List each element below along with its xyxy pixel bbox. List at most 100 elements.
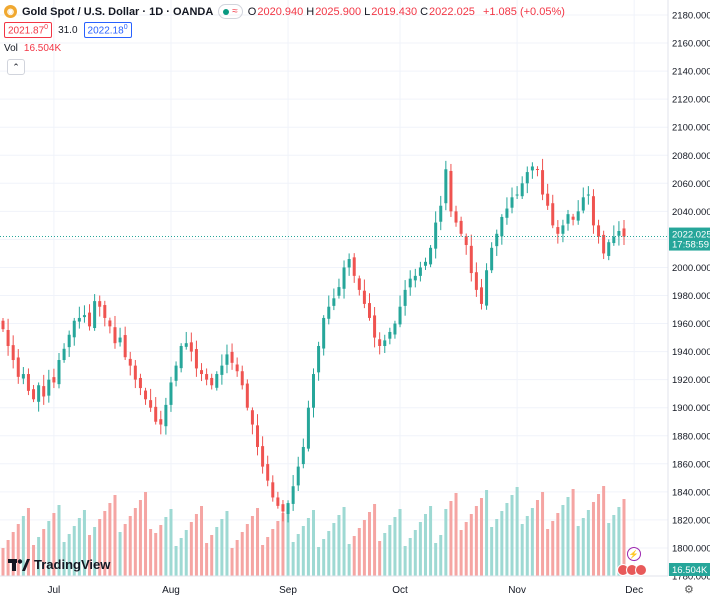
candle-body bbox=[16, 357, 20, 377]
candle-body bbox=[418, 267, 422, 276]
candle-body bbox=[77, 317, 81, 322]
volume-bar bbox=[210, 535, 214, 576]
volume-bar bbox=[439, 535, 443, 576]
volume-bar bbox=[520, 524, 524, 576]
volume-bar bbox=[174, 546, 178, 576]
volume-bar bbox=[454, 493, 458, 576]
ohlc-label-o: O bbox=[247, 5, 257, 18]
volume-bar bbox=[245, 524, 249, 576]
volume-bars bbox=[1, 486, 626, 576]
candle-body bbox=[57, 360, 61, 385]
volume-bar bbox=[556, 513, 560, 576]
waves-icon: ≈ bbox=[232, 6, 238, 17]
lightning-icon[interactable]: ⚡ bbox=[626, 547, 641, 561]
candle-body bbox=[21, 374, 25, 379]
volume-bar bbox=[37, 537, 41, 576]
settings-gear-icon[interactable]: ⚙ bbox=[684, 584, 694, 596]
ohlc-value-h: 2025.900 bbox=[315, 5, 362, 18]
candle-body bbox=[535, 168, 539, 170]
volume-bar bbox=[561, 505, 565, 576]
candle-body bbox=[154, 406, 158, 422]
volume-bar bbox=[622, 499, 626, 576]
candle-body bbox=[520, 183, 524, 197]
candle-body bbox=[230, 351, 234, 363]
candle-body bbox=[403, 289, 407, 306]
candle-body bbox=[256, 425, 260, 447]
candle-body bbox=[210, 377, 214, 386]
volume-bar bbox=[479, 498, 483, 576]
candle-body bbox=[291, 486, 295, 504]
volume-bar bbox=[128, 516, 132, 576]
candle-body bbox=[225, 354, 229, 365]
volume-bar bbox=[500, 511, 504, 576]
volume-bar bbox=[602, 486, 606, 576]
volume-bar bbox=[276, 521, 280, 576]
candle-body bbox=[118, 337, 122, 343]
candle-body bbox=[464, 236, 468, 246]
time-tick-label: Jul bbox=[48, 585, 61, 596]
volume-bar bbox=[154, 533, 158, 576]
volume-bar bbox=[398, 509, 402, 576]
candle-body bbox=[561, 225, 565, 234]
volume-bar bbox=[103, 511, 107, 576]
candle-body bbox=[474, 272, 478, 290]
candle-body bbox=[138, 377, 142, 389]
volume-bar bbox=[266, 537, 270, 576]
candle-body bbox=[200, 370, 204, 375]
volume-bar bbox=[413, 530, 417, 576]
candle-body bbox=[541, 170, 545, 195]
ohlc-value-o: 2020.940 bbox=[257, 5, 304, 18]
candle-body bbox=[271, 482, 275, 498]
volume-title[interactable]: Vol bbox=[4, 43, 18, 54]
symbol-title[interactable]: Gold Spot / U.S. Dollar · 1D · OANDA bbox=[22, 5, 214, 18]
candle-body bbox=[98, 301, 102, 307]
candle-body bbox=[281, 504, 285, 512]
market-status-pill[interactable]: ≈ bbox=[218, 4, 243, 19]
last-price-box bbox=[669, 227, 710, 251]
event-icons: ⚡ bbox=[617, 547, 647, 576]
candle-body bbox=[423, 261, 427, 266]
candle-body bbox=[179, 345, 183, 369]
volume-bar bbox=[393, 517, 397, 576]
volume-bar bbox=[16, 524, 20, 576]
price-tick-label: 2180.000 bbox=[672, 11, 710, 22]
economic-events[interactable] bbox=[617, 564, 647, 576]
volume-bar bbox=[108, 503, 112, 576]
candle-body bbox=[342, 267, 346, 289]
candle-body bbox=[337, 287, 341, 296]
candle-body bbox=[510, 197, 514, 208]
time-tick-label: Dec bbox=[625, 585, 643, 596]
buy-button[interactable]: 2022.180 bbox=[83, 22, 132, 39]
volume-axis-label: 16.504K bbox=[669, 563, 710, 576]
volume-bar bbox=[597, 494, 601, 576]
price-tick-label: 2080.000 bbox=[672, 151, 710, 162]
volume-bar bbox=[286, 505, 290, 576]
candle-body bbox=[113, 327, 117, 344]
volume-bar bbox=[72, 526, 76, 576]
volume-bar bbox=[11, 532, 15, 576]
volume-bar bbox=[118, 532, 122, 576]
price-tick-label: 1840.000 bbox=[672, 487, 710, 498]
candle-body bbox=[576, 211, 580, 221]
volume-bar bbox=[32, 545, 36, 576]
market-open-dot-icon bbox=[223, 8, 230, 15]
collapse-legend-button[interactable]: ⌃ bbox=[7, 59, 25, 75]
candle-body bbox=[88, 312, 92, 327]
volume-bar bbox=[566, 497, 570, 576]
sell-button[interactable]: 2021.870 bbox=[4, 22, 53, 39]
candle-body bbox=[607, 242, 611, 256]
volume-bar bbox=[306, 518, 310, 576]
volume-bar bbox=[235, 540, 239, 576]
volume-bar bbox=[215, 527, 219, 576]
volume-bar bbox=[144, 492, 148, 576]
candle-body bbox=[398, 306, 402, 325]
volume-bar bbox=[612, 515, 616, 576]
volume-bar bbox=[403, 546, 407, 576]
candle-body bbox=[317, 345, 321, 373]
tradingview-logo[interactable]: TradingView bbox=[8, 557, 110, 572]
volume-bar bbox=[485, 490, 489, 576]
candle-body bbox=[546, 193, 550, 206]
price-tick-label: 2160.000 bbox=[672, 39, 710, 50]
candle-body bbox=[347, 259, 351, 268]
